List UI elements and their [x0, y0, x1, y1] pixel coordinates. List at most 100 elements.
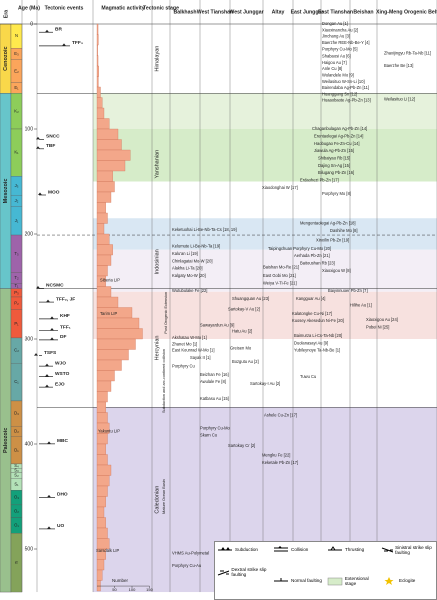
- age-tick-label: 400: [25, 441, 34, 447]
- tectonic-event: TSFS: [44, 350, 57, 356]
- deposit-label: Porphyry Cu-Mo: [200, 425, 231, 430]
- period-label: E₂: [14, 68, 19, 73]
- legend-item: Subduction: [217, 545, 271, 554]
- header-region: West Tianshan: [197, 9, 233, 15]
- deposit-label: Chaganbulagan Ag-Pb-Zn [14]: [312, 126, 367, 131]
- magmatic-bar: [96, 244, 113, 256]
- deposit-label: Porphyry Mo [8]: [322, 191, 351, 196]
- magmatic-bar: [96, 328, 143, 340]
- magmatic-bar: [96, 181, 115, 193]
- period-label: P₂: [14, 300, 19, 305]
- deposit-label: Kalu'an Li [19]: [172, 251, 198, 256]
- magmatic-bar: [96, 496, 106, 508]
- event-triangle: [38, 192, 42, 195]
- era-label: Cenozoic: [3, 46, 9, 70]
- header-age: Age (Ma): [18, 5, 40, 11]
- deposit-label: Mengentaolegai Ag-Pb-Zn [18]: [300, 221, 356, 226]
- tectonic-event: DHO: [57, 492, 68, 498]
- stage-band: [93, 249, 437, 292]
- magmatic-bar: [96, 170, 113, 182]
- magmatic-bar: [96, 401, 106, 413]
- magmatic-bar: [96, 485, 108, 497]
- header-region: East Tianshan: [318, 9, 353, 15]
- legend-label: Eclogite: [399, 578, 416, 583]
- tectonic-event: EJO: [55, 381, 65, 387]
- period-label: D₂: [14, 429, 19, 434]
- legend-label: Thrusting: [345, 547, 365, 552]
- tectonic-event: WJO: [55, 360, 66, 366]
- tectonic-stage: Himalayan: [154, 46, 160, 72]
- deposit-label: East Gobi Mo [21]: [263, 273, 296, 278]
- magmatic-bar: [96, 107, 105, 119]
- magmatic-bar: [96, 569, 103, 581]
- magmatic-bar: [96, 296, 119, 308]
- legend-label: Collision: [291, 547, 309, 552]
- tectonic-event: TFF₃: [72, 40, 83, 46]
- tectonic-event: WSTO: [55, 371, 70, 377]
- deposit-label: Skarn Cu: [200, 433, 217, 438]
- magmatic-bar: [96, 475, 110, 487]
- deposit-label: Sartokay Cr [2]: [228, 443, 255, 448]
- stage-band: [93, 24, 437, 94]
- deposit-label: Dajing Sn-Ag [15]: [318, 163, 350, 168]
- magmatic-bar: [96, 317, 140, 329]
- deposit-label: Weilasituo W-Sn-Li [10]: [322, 79, 365, 84]
- stage-band: [93, 339, 437, 408]
- period-label: C₁: [14, 379, 19, 384]
- tectonic-stage: Hercynian: [154, 336, 160, 361]
- magmatic-bar: [96, 23, 99, 35]
- header-tectonic-stage: Tectonic stage: [143, 5, 179, 11]
- magmatic-bar: [96, 380, 112, 392]
- stage-note: Subduction and arc-continent collision: [162, 349, 166, 413]
- deposit-label: Jinchang Au [3]: [322, 34, 350, 39]
- header-era: Era: [3, 10, 9, 18]
- magmatic-bar: [96, 433, 108, 445]
- age-tick-label: 100: [25, 126, 34, 132]
- deposit-label: Haobugao Fe-Zn-Cu [14]: [314, 141, 360, 146]
- deposit-label: Akshatau W-Mo [1]: [172, 335, 207, 340]
- magmatic-bar: [96, 233, 110, 245]
- event-triangle: [46, 299, 50, 303]
- deposit-label: Chinlagatai Mo-W [20]: [172, 258, 213, 263]
- magmatic-bar: [96, 86, 101, 98]
- age-tick-label: 300: [25, 336, 34, 342]
- tectonic-event: TBF: [46, 143, 55, 149]
- event-triangle: [47, 441, 51, 444]
- deposit-label: Xinxilin Pb-Zn [19]: [316, 237, 349, 242]
- period-label: O₂: [14, 508, 19, 513]
- deposit-label: Hatu Au [2]: [232, 329, 252, 334]
- magmatic-tick-label: 100: [129, 587, 136, 592]
- deposit-label: Xiaoxigou W [8]: [322, 268, 351, 273]
- period-label: O₃: [14, 495, 19, 500]
- header-region: East Junggar: [291, 9, 324, 15]
- deposit-label: Dongan Au [1]: [322, 21, 348, 26]
- legend-symbol: [384, 577, 394, 585]
- legend-item: Eclogite: [381, 576, 435, 585]
- deposit-label: Anle Cu [8]: [322, 66, 342, 71]
- event-triangle: [36, 146, 40, 149]
- period-label: N: [15, 33, 18, 38]
- magmatic-bar: [96, 191, 112, 203]
- deposit-label: Kangguar Au [4]: [296, 296, 325, 301]
- period-label: J₃: [15, 183, 19, 188]
- event-triangle: [45, 29, 49, 33]
- period-label: T₁: [15, 283, 20, 288]
- legend-label: Dextral strike slip faulting: [231, 567, 267, 577]
- deposit-label: Porphyry Cu: [172, 363, 195, 368]
- tectonic-stage: Caledonian: [154, 486, 160, 514]
- deposit-label: Sayak II [1]: [190, 355, 210, 360]
- tectonic-event: DF: [60, 334, 66, 340]
- deposit-label: Greisen Mo: [230, 346, 252, 351]
- deposit-label: Xiaoxinancha Au [2]: [322, 27, 358, 32]
- legend-symbol: [327, 577, 343, 585]
- legend-symbol: [218, 547, 232, 551]
- deposit-label: Katbasu Au [15]: [200, 396, 229, 401]
- deposit-label: Pobei Ni [25]: [366, 325, 389, 330]
- deposit-label: Ashele Cu-Zn [17]: [264, 413, 297, 418]
- magmatic-bar: [96, 128, 119, 140]
- tectonic-event: BR: [55, 27, 62, 33]
- deposit-label: Wulandele Mo [9]: [322, 73, 354, 78]
- event-triangle: [50, 316, 54, 319]
- period-label: E₁: [14, 85, 19, 90]
